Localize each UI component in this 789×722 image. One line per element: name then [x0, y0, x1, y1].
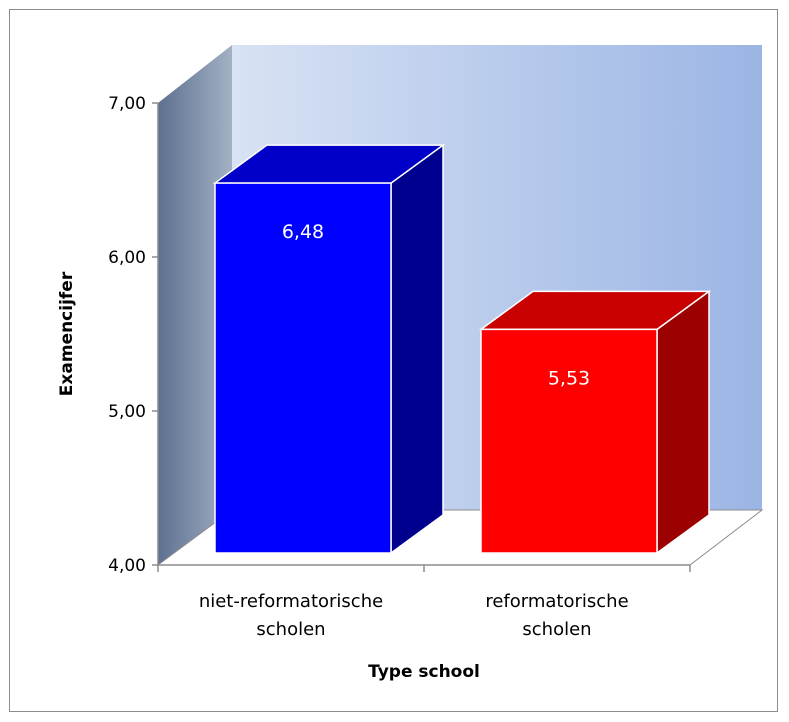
- bar-front: [480, 328, 658, 554]
- y-tick-label: 7,00: [108, 94, 146, 114]
- y-axis-title: Examencijfer: [57, 271, 77, 396]
- y-tick-label: 5,00: [108, 402, 146, 422]
- bar-data-label: 5,53: [548, 367, 590, 389]
- bar-side: [656, 289, 710, 555]
- y-tick-label: 4,00: [108, 556, 146, 576]
- x-category-label: niet-reformatorische scholen: [199, 591, 383, 640]
- bar-data-label: 6,48: [282, 221, 324, 243]
- x-category-label: reformatorische scholen: [485, 591, 628, 640]
- x-category-label-line: scholen: [256, 619, 325, 640]
- x-category-label-line: scholen: [522, 619, 591, 640]
- x-category-label-line: reformatorische: [485, 591, 628, 612]
- y-tick-label: 6,00: [108, 248, 146, 268]
- bar-1: 6,48: [212, 143, 446, 555]
- bar-front: [214, 182, 392, 554]
- chart-side-wall: [158, 45, 232, 565]
- bar-side: [390, 143, 444, 555]
- bar-2: 5,53: [478, 289, 712, 555]
- x-category-label-line: niet-reformatorische: [199, 591, 383, 612]
- x-axis-title: Type school: [368, 662, 480, 682]
